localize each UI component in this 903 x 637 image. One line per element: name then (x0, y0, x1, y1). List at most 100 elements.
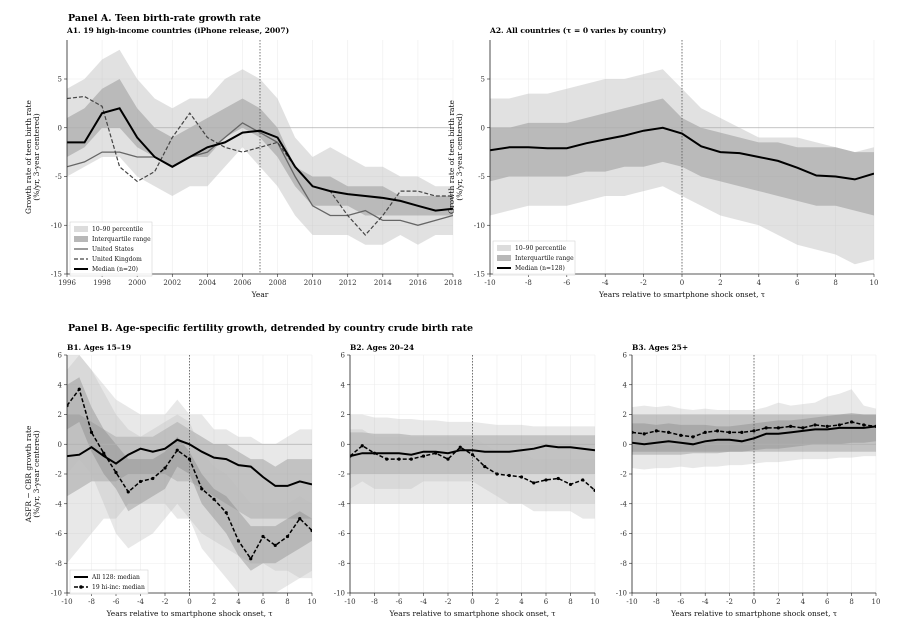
panel-b-title: Panel B. Age-specific fertility growth, … (68, 323, 473, 334)
series-line-united-states (67, 122, 453, 226)
data-point (728, 430, 732, 434)
x-tick-label: 2004 (198, 279, 216, 287)
y-axis-label-2: (%/yr, 3-year centered) (32, 113, 41, 201)
x-tick-label: -4 (702, 598, 709, 606)
chart-b3: B3. Ages 25+ -10 -8 -6 -4 -2 0 2 4 6 8 10 6 4 2 0 -2 -4 -6… (616, 343, 881, 618)
data-point (837, 423, 842, 427)
data-point (236, 539, 241, 543)
data-point (752, 429, 756, 433)
chart-a1: A1. 19 high-income countries (iPhone rel… (24, 26, 462, 299)
y-tick-label: -4 (620, 500, 627, 508)
data-point (691, 435, 695, 439)
x-tick-label: 4 (519, 598, 524, 606)
data-point (298, 517, 302, 521)
legend-item-label: United Kingdom (92, 256, 142, 263)
x-tick-label: -10 (61, 598, 72, 606)
x-tick-label: -2 (162, 598, 169, 606)
data-point (544, 478, 548, 482)
x-tick-label: 2006 (234, 279, 252, 287)
data-point (776, 426, 781, 430)
data-point (360, 444, 364, 448)
x-tick-label: 6 (795, 279, 800, 287)
plot-area (67, 40, 453, 274)
y-tick-label: 6 (341, 352, 346, 360)
x-tick-label: -4 (137, 598, 144, 606)
legend-item-label: Median (n=128) (515, 265, 565, 272)
x-tick-label: 2008 (269, 279, 287, 287)
y-tick-label: 6 (58, 352, 63, 360)
y-tick-label: 0 (623, 441, 627, 449)
y-tick-label: -4 (55, 500, 62, 508)
series-line-median (67, 107, 453, 212)
data-point (273, 543, 277, 548)
y-tick-label: -10 (474, 222, 485, 230)
chart-b2: B2. Ages 20–24 -10 -8 -6 -4 -2 0 2 4 6 8 10 6 4 2 0 -2 -4… (334, 343, 600, 618)
x-tick-label: 1996 (58, 279, 76, 287)
x-tick-label: 2012 (339, 279, 357, 287)
x-tick-label: -8 (88, 598, 95, 606)
data-point (679, 433, 683, 437)
x-tick-label: 2000 (128, 279, 146, 287)
x-tick-label: 2 (718, 279, 722, 287)
data-point (568, 482, 573, 487)
data-point (483, 464, 487, 469)
data-point (102, 451, 106, 455)
data-point (187, 457, 192, 461)
x-tick-label: 0 (680, 279, 684, 287)
x-tick-label: -6 (563, 279, 570, 287)
x-tick-label: -4 (602, 279, 609, 287)
x-tick-label: -6 (396, 598, 403, 606)
band-interquartile (67, 79, 453, 216)
x-tick-label: 0 (470, 598, 474, 606)
data-point (519, 475, 524, 479)
chart-a2: A2. All countries (τ = 0 varies by count… (447, 26, 878, 299)
y-tick-label: -5 (55, 173, 62, 181)
x-tick-label: 10 (872, 598, 881, 606)
data-point (372, 451, 377, 455)
chart-b1: B1. Ages 15–19 -10 -8 -6 -4 -2 0 2 4 6 8 10 6 4 2 0 -2 -4… (24, 343, 316, 618)
legend-item-label: 10–90 percentile (92, 226, 143, 233)
x-tick-label: -10 (344, 598, 355, 606)
y-tick-label: 0 (58, 124, 62, 132)
x-tick-label: -10 (484, 279, 495, 287)
y-tick-label: 2 (623, 411, 627, 419)
x-tick-label: -8 (653, 598, 660, 606)
x-tick-label: 6 (825, 598, 830, 606)
panel-a-title: Panel A. Teen birth-rate growth rate (68, 13, 261, 24)
data-point (409, 457, 413, 461)
data-point (470, 453, 475, 457)
y-tick-label: 0 (481, 124, 485, 132)
plot-area (67, 355, 312, 593)
data-point (151, 476, 155, 481)
legend-item-label: Interquartile range (515, 255, 574, 262)
legend-swatch (74, 236, 88, 242)
x-tick-label: 8 (849, 598, 853, 606)
y-tick-label: -10 (616, 590, 627, 598)
x-tick-label: -6 (677, 598, 684, 606)
data-point (126, 490, 130, 494)
data-point (495, 472, 499, 476)
data-point (874, 424, 876, 428)
y-axis-label: Growth rate of teen birth rate (24, 99, 33, 213)
x-axis-label: Years relative to smartphone shock onset… (105, 609, 272, 618)
x-tick-label: -10 (626, 598, 637, 606)
data-point (654, 429, 659, 433)
chart-title: A2. All countries (τ = 0 varies by count… (489, 26, 666, 35)
x-tick-label: 4 (801, 598, 806, 606)
data-point (421, 454, 426, 458)
chart-title: B1. Ages 15–19 (67, 343, 131, 352)
legend: 10–90 percentile Interquartile range Unite… (69, 221, 153, 277)
x-tick-label: 4 (236, 598, 241, 606)
y-tick-label: -2 (55, 471, 62, 479)
chart-title: B3. Ages 25+ (632, 343, 688, 352)
data-point (507, 473, 511, 478)
legend-swatch (497, 255, 511, 261)
y-tick-label: -15 (474, 271, 485, 279)
y-tick-label: -10 (51, 222, 62, 230)
data-point (224, 511, 228, 515)
data-point (310, 528, 312, 533)
x-tick-label: -2 (445, 598, 452, 606)
y-tick-label: -4 (338, 500, 345, 508)
